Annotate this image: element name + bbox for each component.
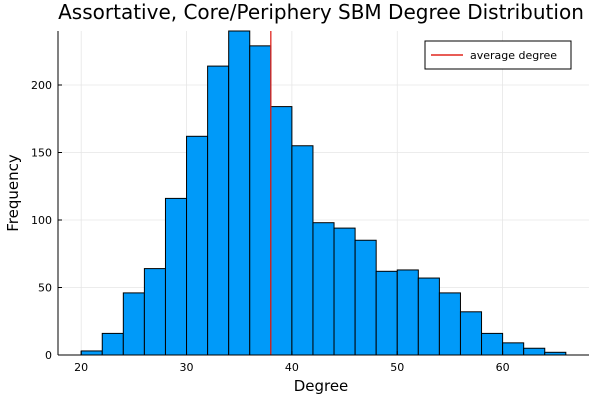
histogram-bar [481, 332, 504, 356]
histogram-bar [291, 145, 314, 356]
histogram-bar [333, 227, 356, 356]
x-tick-label: 60 [496, 361, 510, 374]
histogram-bar [143, 268, 166, 356]
x-axis-label: Degree [294, 377, 349, 395]
histogram-bar [312, 222, 335, 356]
y-tick-label: 100 [31, 214, 52, 227]
bars [80, 30, 567, 356]
y-axis-label: Frequency [4, 154, 22, 232]
histogram-bar [375, 270, 398, 356]
legend-label: average degree [470, 49, 557, 62]
histogram-bar [459, 311, 483, 356]
y-tick-label: 0 [45, 349, 52, 362]
histogram-bar [228, 30, 251, 356]
legend: average degree [424, 40, 572, 70]
histogram-bar [207, 65, 230, 356]
histogram-bar [80, 350, 103, 356]
ticks: 20 30 40 50 60 0 50 100 150 200 [31, 79, 510, 374]
histogram-bar [186, 135, 209, 356]
y-tick-label: 200 [31, 79, 52, 92]
histogram-bar [502, 342, 525, 356]
histogram-bar [438, 292, 461, 356]
x-tick-label: 50 [390, 361, 404, 374]
histogram-bar [417, 277, 440, 356]
x-tick-label: 40 [285, 361, 299, 374]
histogram-bar [270, 106, 293, 356]
chart-title: Assortative, Core/Periphery SBM Degree D… [58, 0, 584, 24]
histogram-bar [396, 269, 419, 356]
histogram-bar [164, 197, 188, 356]
histogram-bar [249, 45, 272, 356]
x-tick-label: 20 [74, 361, 88, 374]
histogram-bar [354, 239, 377, 356]
y-tick-label: 50 [38, 282, 52, 295]
histogram-bar [122, 292, 145, 356]
histogram-bar [523, 347, 546, 356]
x-tick-label: 30 [180, 361, 194, 374]
y-tick-label: 150 [31, 147, 52, 160]
histogram-bar [101, 332, 124, 356]
